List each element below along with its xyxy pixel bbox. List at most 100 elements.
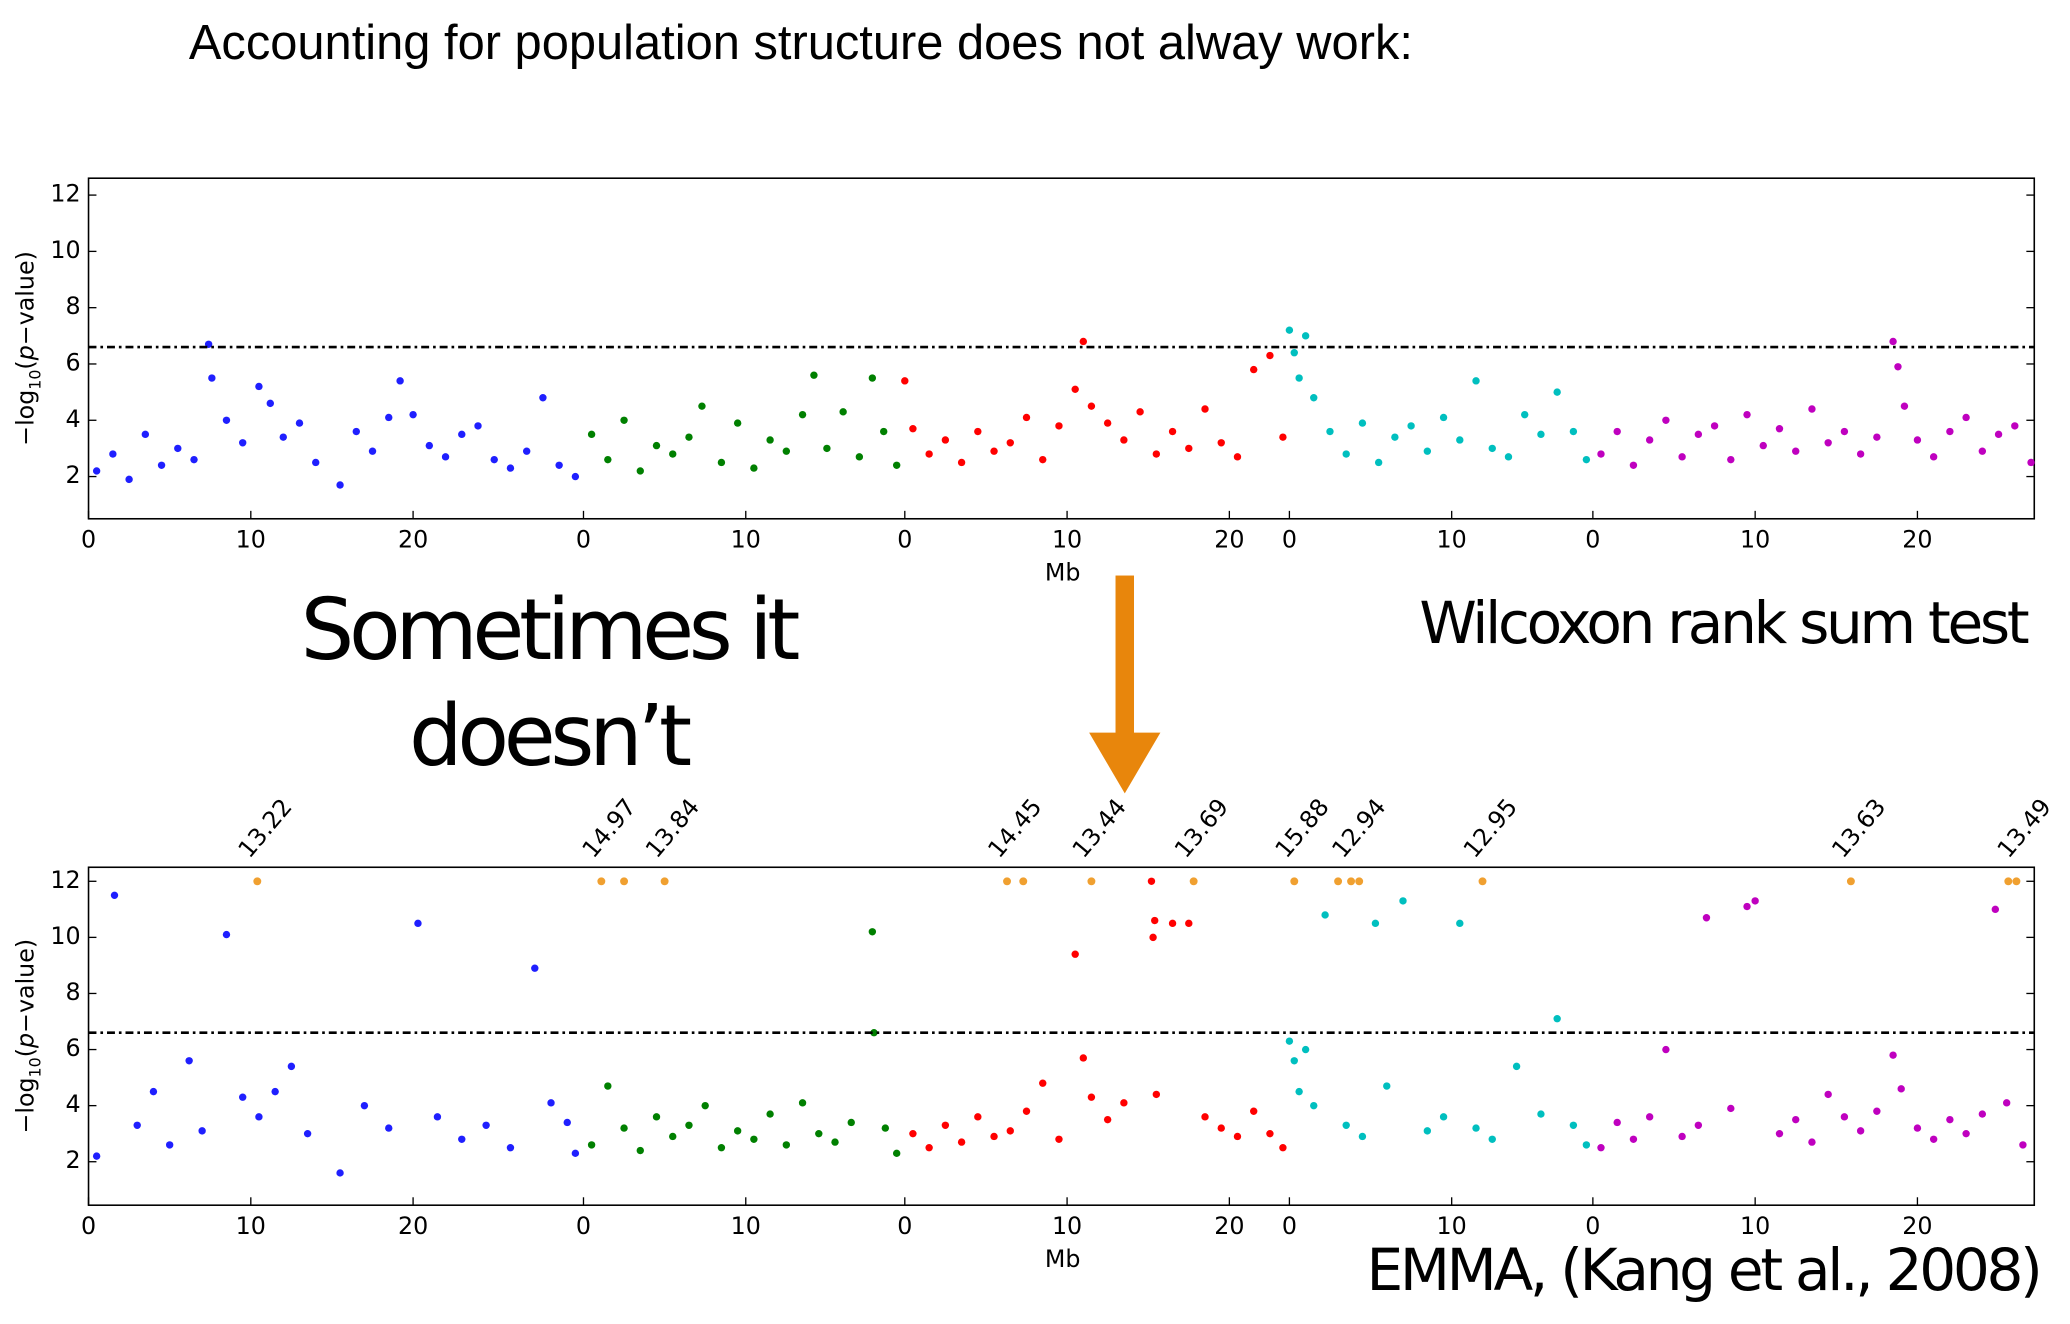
x-tick-label: 0: [576, 526, 591, 554]
point: [1055, 422, 1063, 430]
point: [222, 416, 231, 424]
plot-area: [87, 866, 2036, 1206]
point: [1423, 447, 1432, 455]
point: [587, 430, 596, 439]
point: [750, 464, 758, 472]
point: [1775, 425, 1784, 433]
point: [870, 1029, 878, 1037]
point: [1662, 1045, 1670, 1054]
point: [1962, 413, 1970, 422]
y-tick-label: 6: [65, 1034, 80, 1062]
point: [1597, 450, 1605, 458]
point: [766, 1110, 774, 1118]
point: [239, 1093, 247, 1101]
point: [1266, 1129, 1274, 1138]
point: [1233, 1132, 1242, 1141]
y-tick-label: 8: [65, 978, 80, 1006]
point: [868, 928, 877, 936]
point: [490, 455, 498, 464]
point: [1775, 1129, 1784, 1138]
point: [1301, 1045, 1310, 1054]
caption-line: Sometimes it: [301, 581, 800, 679]
point: [1504, 453, 1513, 461]
point: [571, 1149, 580, 1158]
point: [1694, 430, 1703, 439]
x-tick-label: 10: [1740, 526, 1770, 554]
point: [1285, 326, 1294, 334]
point: [892, 1149, 901, 1158]
point: [1694, 1121, 1703, 1129]
y-axis-label-part: (: [11, 1048, 39, 1057]
point: [1149, 933, 1157, 942]
point: [1456, 436, 1464, 444]
point: [604, 1082, 612, 1090]
capped-point: [2012, 877, 2021, 886]
capped-point: [253, 877, 262, 886]
point: [892, 461, 901, 469]
x-axis-label: Mb: [1045, 559, 1081, 587]
x-tick-label: 20: [398, 1212, 428, 1240]
point: [239, 439, 247, 447]
point: [1301, 332, 1310, 340]
x-tick-label: 0: [81, 1212, 96, 1240]
point: [482, 1121, 490, 1129]
point: [798, 1099, 807, 1107]
point: [2011, 422, 2019, 430]
point: [831, 1138, 839, 1146]
point: [1321, 911, 1329, 919]
point: [385, 413, 393, 422]
point: [1055, 1135, 1063, 1143]
point: [1087, 1093, 1096, 1101]
point: [1808, 405, 1816, 413]
y-tick-label: 12: [50, 180, 80, 208]
point: [336, 1169, 344, 1177]
point: [1873, 1107, 1881, 1115]
capped-point: [1347, 877, 1356, 886]
point: [1597, 1144, 1605, 1152]
point: [1678, 453, 1686, 461]
point: [198, 1127, 206, 1135]
point: [1929, 1135, 1938, 1143]
point: [110, 891, 119, 900]
point: [1929, 453, 1938, 461]
point: [1290, 349, 1298, 357]
point: [1217, 1124, 1225, 1132]
point: [1537, 1110, 1545, 1118]
x-tick-label: 10: [1437, 1212, 1467, 1240]
point: [474, 422, 482, 430]
y-axis-label: −log10(p−value): [11, 251, 45, 446]
point: [1856, 450, 1865, 458]
point: [1645, 1113, 1654, 1121]
point: [1071, 385, 1079, 393]
point: [990, 447, 998, 455]
y-axis-label-part: −value): [11, 939, 39, 1033]
point: [974, 1113, 982, 1121]
point: [190, 455, 198, 464]
x-tick-label: 20: [398, 526, 428, 554]
method-label: Wilcoxon rank sum test: [1419, 589, 2028, 657]
point: [1994, 430, 2003, 439]
point: [1512, 1062, 1521, 1071]
point: [1103, 419, 1112, 427]
point: [1553, 1015, 1561, 1023]
y-axis-label-part: (: [11, 360, 39, 369]
point: [941, 1121, 950, 1129]
y-axis-label-part: p: [11, 1033, 39, 1049]
point: [255, 382, 263, 391]
point: [279, 433, 287, 441]
point: [1900, 402, 1909, 410]
point: [1889, 337, 1897, 346]
capped-point: [1846, 877, 1855, 886]
point: [1295, 374, 1303, 382]
y-axis-label-part: −log: [11, 390, 39, 446]
point: [669, 450, 677, 458]
y-tick-label: 4: [65, 405, 80, 433]
point: [1079, 1054, 1088, 1062]
point: [271, 1087, 279, 1096]
point: [1808, 1138, 1816, 1146]
point: [698, 402, 706, 410]
point: [1897, 1085, 1905, 1093]
point: [1840, 427, 1849, 436]
point: [1217, 439, 1225, 447]
point: [385, 1124, 393, 1132]
